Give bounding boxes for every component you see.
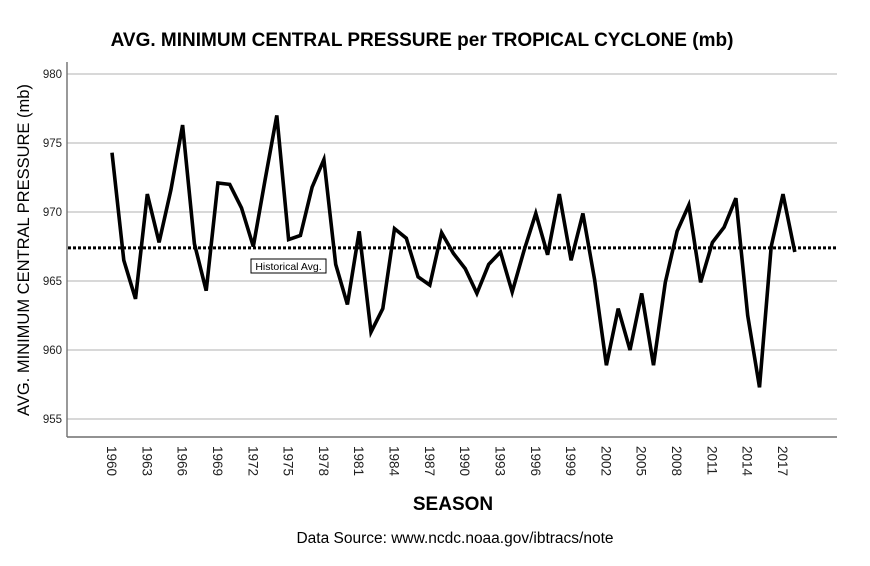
chart-title: AVG. MINIMUM CENTRAL PRESSURE per TROPIC… xyxy=(111,30,734,51)
y-tick-label: 980 xyxy=(43,69,62,81)
x-axis-ticks: 1960 1963 1966 1969 1972 1975 1978 1981 1984 1987… xyxy=(104,446,790,477)
x-tick-label: 1975 xyxy=(281,446,296,476)
x-tick-label: 2008 xyxy=(669,446,684,476)
x-tick-label: 1990 xyxy=(457,446,472,476)
x-tick-label: 1978 xyxy=(316,446,331,476)
y-axis-title: AVG. MINIMUM CENTRAL PRESSURE (mb) xyxy=(15,84,33,416)
annotation-label: Historical Avg. xyxy=(255,261,321,273)
y-tick-label: 975 xyxy=(43,138,62,150)
y-tick-label: 960 xyxy=(43,345,62,357)
x-tick-label: 1981 xyxy=(351,446,366,476)
x-tick-label: 1966 xyxy=(175,446,190,476)
data-source-note: Data Source: www.ncdc.noaa.gov/ibtracs/n… xyxy=(296,530,613,547)
x-tick-label: 1972 xyxy=(245,446,260,476)
x-tick-label: 1987 xyxy=(422,446,437,476)
x-tick-label: 1969 xyxy=(210,446,225,476)
x-tick-label: 1996 xyxy=(528,446,543,476)
y-tick-label: 970 xyxy=(43,207,62,219)
x-tick-label: 2011 xyxy=(704,446,719,475)
y-axis-ticks: 955 960 965 970 975 980 xyxy=(43,69,62,426)
x-tick-label: 1960 xyxy=(104,446,119,476)
x-tick-label: 1993 xyxy=(492,446,507,476)
x-tick-label: 1999 xyxy=(563,446,578,476)
gridlines xyxy=(67,73,837,420)
x-tick-label: 2014 xyxy=(740,446,755,477)
x-axis-title: SEASON xyxy=(413,494,493,515)
x-tick-label: 1963 xyxy=(139,446,154,476)
x-tick-label: 2005 xyxy=(634,446,649,476)
x-tick-label: 2017 xyxy=(775,446,790,476)
annotation-box xyxy=(250,258,327,274)
x-tick-label: 1984 xyxy=(387,446,402,477)
y-tick-label: 955 xyxy=(43,414,62,426)
historical-average-annotation: Historical Avg. xyxy=(250,258,327,274)
y-tick-label: 965 xyxy=(43,276,62,288)
x-tick-label: 2002 xyxy=(598,446,613,476)
series-line-avg-min-pressure xyxy=(110,115,797,388)
